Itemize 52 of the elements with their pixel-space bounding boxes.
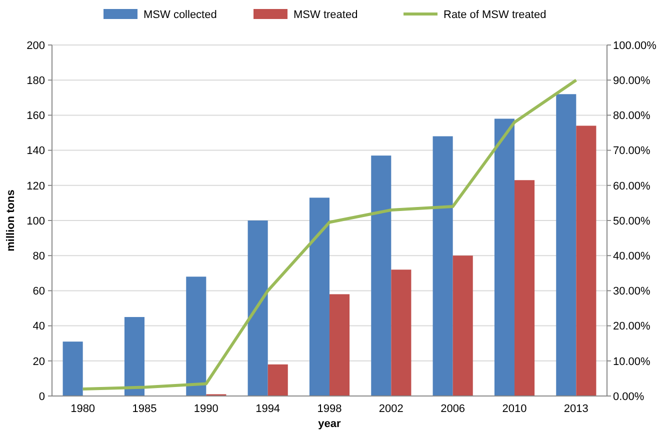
- x-tick-label: 1980: [70, 403, 96, 415]
- y2-tick-label: 60.00%: [613, 180, 651, 192]
- bar: [391, 270, 412, 396]
- bar: [62, 342, 83, 396]
- x-axis-title: year: [318, 418, 342, 430]
- y2-tick-label: 100.00%: [613, 40, 657, 52]
- y2-tick-label: 10.00%: [613, 356, 651, 368]
- x-tick-label: 2006: [440, 403, 466, 415]
- y-tick-label: 0: [38, 390, 45, 403]
- y2-tick-label: 0.00%: [613, 390, 644, 403]
- y-tick-label: 200: [26, 40, 45, 52]
- bar: [452, 256, 473, 396]
- y-tick-label: 100: [26, 215, 45, 228]
- y-tick-label: 20: [32, 356, 45, 368]
- bar: [186, 276, 206, 396]
- y2-tick-label: 30.00%: [613, 286, 651, 298]
- y2-tick-label: 50.00%: [613, 215, 651, 228]
- y-axis-title: million tons: [5, 190, 17, 252]
- bar: [494, 118, 514, 396]
- bar: [576, 126, 596, 396]
- x-tick-label: 1994: [256, 403, 280, 415]
- y-tick-label: 180: [26, 74, 45, 87]
- line-series: [81, 78, 578, 390]
- y-tick-label: 160: [26, 110, 45, 122]
- bar: [248, 220, 268, 396]
- bar: [432, 136, 453, 396]
- legend-label: Rate of MSW treated: [444, 8, 546, 21]
- y2-tick-label: 20.00%: [613, 320, 651, 333]
- y-tick-label: 40: [32, 320, 45, 333]
- x-tick-label: 2013: [564, 403, 588, 415]
- y2-tick-label: 90.00%: [613, 74, 651, 87]
- bar: [514, 180, 535, 396]
- bar: [309, 198, 330, 396]
- y2-tick-label: 70.00%: [613, 145, 651, 158]
- y-tick-label: 140: [26, 145, 45, 158]
- x-tick-label: 1985: [132, 403, 157, 415]
- legend-label: MSW collected: [144, 8, 217, 21]
- legend-label: MSW treated: [294, 8, 358, 21]
- x-tick-label: 1990: [194, 403, 218, 415]
- y-tick-label: 120: [26, 180, 45, 192]
- x-tick-label: 2010: [502, 403, 527, 415]
- y2-tick-label: 80.00%: [613, 110, 651, 122]
- bar: [268, 364, 288, 396]
- bar: [556, 94, 576, 396]
- x-tick-label: 1998: [317, 403, 342, 415]
- x-tick-label: 2002: [378, 403, 404, 415]
- bar: [371, 156, 392, 396]
- y2-tick-label: 40.00%: [613, 250, 651, 262]
- bar: [330, 294, 350, 396]
- y-tick-label: 60: [32, 286, 45, 298]
- y-tick-label: 80: [32, 250, 45, 262]
- bar: [124, 317, 144, 396]
